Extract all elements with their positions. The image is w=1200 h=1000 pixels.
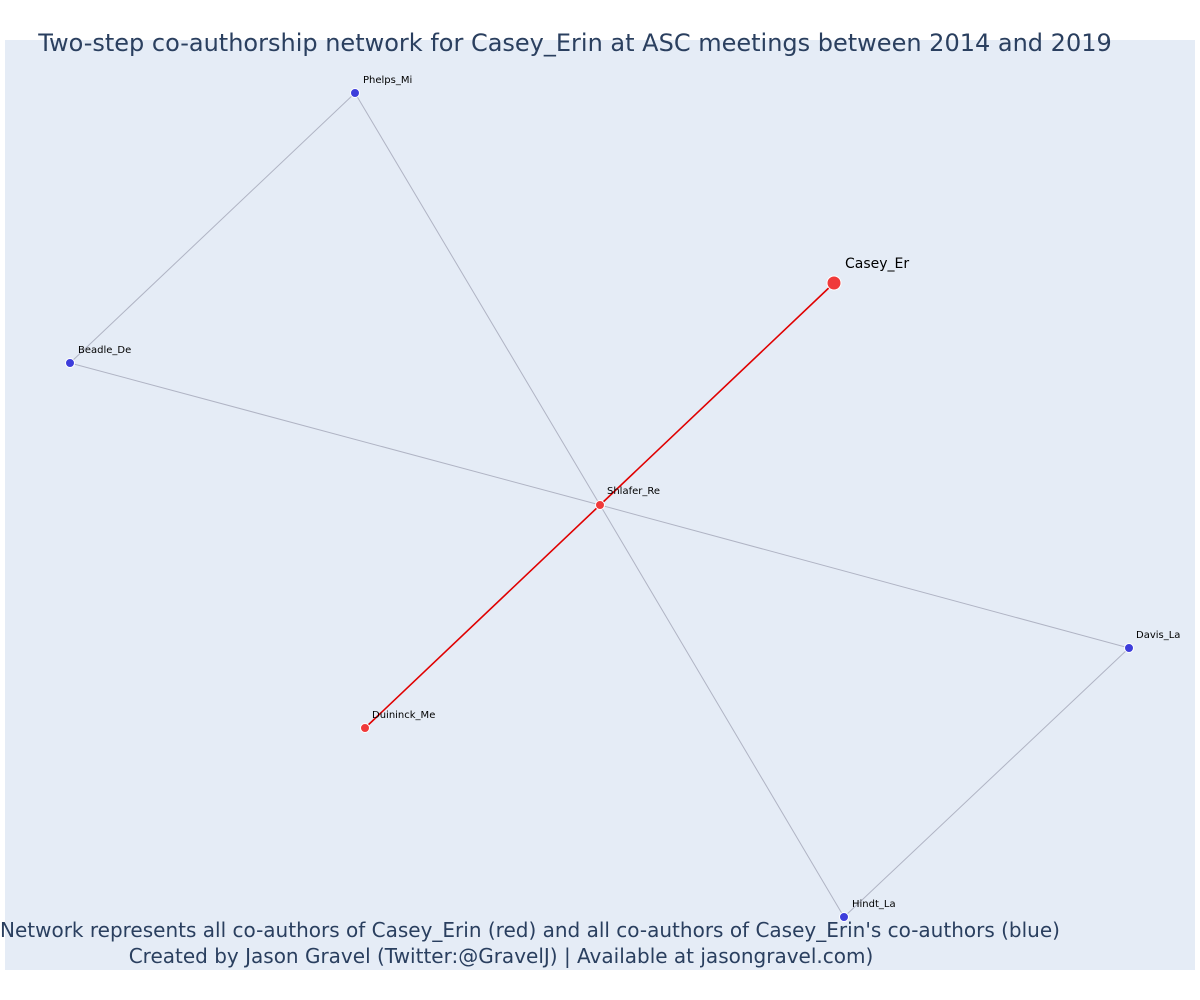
node-Shlafer_Re[interactable] <box>595 500 605 510</box>
edge-Shlafer_Re-Duininck_Me <box>364 504 601 729</box>
footer-caption: Network represents all co-authors of Cas… <box>0 918 1060 942</box>
node-label-Phelps_Mi: Phelps_Mi <box>363 75 412 86</box>
node-Hindt_La[interactable] <box>839 912 849 922</box>
node-label-Davis_La: Davis_La <box>1136 630 1180 641</box>
edge-Davis_La-Hindt_La <box>843 647 1130 918</box>
node-Beadle_De[interactable] <box>65 358 75 368</box>
edge-Phelps_Mi-Beadle_De <box>69 92 356 364</box>
edge-Shlafer_Re-Hindt_La <box>599 504 845 918</box>
node-label-Casey_Er: Casey_Er <box>845 256 909 272</box>
edge-layer <box>69 92 1130 918</box>
edge-Phelps_Mi-Shlafer_Re <box>354 92 601 506</box>
chart-title: Two-step co-authorship network for Casey… <box>38 29 1112 57</box>
node-Casey_Er[interactable] <box>826 275 842 291</box>
footer-credit: Created by Jason Gravel (Twitter:@Gravel… <box>128 944 874 968</box>
node-label-Duininck_Me: Duininck_Me <box>372 710 435 721</box>
node-Davis_La[interactable] <box>1124 643 1134 653</box>
node-label-Shlafer_Re: Shlafer_Re <box>607 486 660 497</box>
node-Duininck_Me[interactable] <box>360 723 370 733</box>
node-layer <box>65 88 1134 922</box>
node-label-Hindt_La: Hindt_La <box>852 899 896 910</box>
label-layer: Casey_Er Shlafer_Re Duininck_Me Phelps_Mi Be… <box>78 75 1180 910</box>
node-label-Beadle_De: Beadle_De <box>78 345 131 356</box>
node-Phelps_Mi[interactable] <box>350 88 360 98</box>
edge-Shlafer_Re-Davis_La <box>599 504 1130 649</box>
edge-Casey_Er-Shlafer_Re <box>599 282 835 506</box>
edge-Beadle_De-Shlafer_Re <box>69 362 601 506</box>
